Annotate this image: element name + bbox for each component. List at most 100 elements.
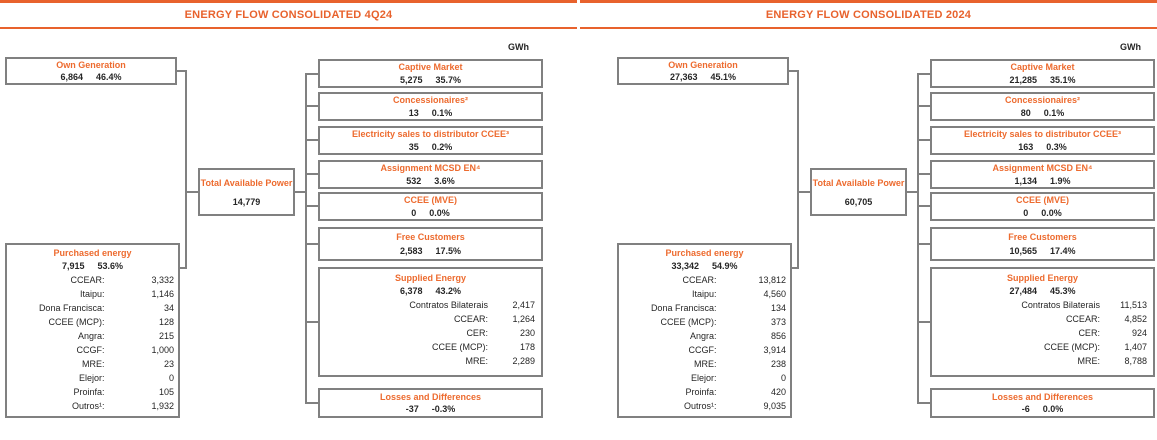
value-row: 27,363 45.1%: [619, 71, 787, 83]
free-customers-box: Free Customers 2,583 17.5%: [318, 227, 543, 261]
value-row: 21,285 35.1%: [932, 74, 1153, 86]
percent: 0.3%: [1046, 141, 1067, 152]
value: 21,285: [1009, 74, 1037, 85]
total-available-power-box: Total Available Power 14,779: [198, 168, 295, 216]
value-row: 1,134 1.9%: [932, 175, 1153, 187]
detail-row: Dona Francisca: 134: [650, 303, 786, 313]
percent: 17.5%: [435, 246, 462, 256]
ccee-mve-box: CCEE (MVE) 0 0.0%: [318, 192, 543, 221]
connector-line: [307, 321, 318, 323]
box-title: Assignment MCSD EN⁴: [380, 163, 481, 174]
value-row: 0 0.0%: [320, 207, 541, 219]
box-title: Total Available Power: [812, 178, 905, 189]
connector-line: [907, 191, 919, 193]
connector-line: [307, 243, 318, 245]
value: 60,705: [844, 196, 873, 207]
diagram-area: GWh Own Generation 6,864 46.4% Purchased…: [0, 0, 545, 440]
supplied-energy-box: Supplied Energy 27,484 45.3% Contratos B…: [930, 267, 1155, 377]
percent: 35.7%: [435, 74, 462, 85]
value: 163: [1018, 141, 1034, 152]
box-title: Concessionaires²: [1004, 95, 1081, 106]
box-title: Losses and Differences: [991, 391, 1094, 402]
detail-row: Itaipu: 1,146: [79, 289, 174, 299]
percent: 43.2%: [435, 286, 462, 296]
losses-box: Losses and Differences -37 -0.3%: [318, 388, 543, 418]
box-title: Supplied Energy: [1006, 273, 1078, 283]
assignment-mcsd-box: Assignment MCSD EN⁴ 1,134 1.9%: [930, 160, 1155, 189]
electricity-sales-box: Electricity sales to distributor CCEE³ 1…: [930, 126, 1155, 155]
detail-row: CCEAR: 13,812: [682, 275, 786, 285]
ccee-mve-box: CCEE (MVE) 0 0.0%: [930, 192, 1155, 221]
concessionaires-box: Concessionaires² 13 0.1%: [318, 92, 543, 121]
detail-row: Angra: 215: [77, 331, 174, 341]
box-title: CCEE (MVE): [1015, 195, 1069, 206]
unit-label: GWh: [1120, 42, 1141, 52]
detail-row: CCEE (MCP): 1,407: [1043, 342, 1147, 352]
connector-line: [307, 173, 318, 175]
panel-2024: ENERGY FLOW CONSOLIDATED 2024 GWh Own Ge…: [580, 0, 1157, 440]
value: 10,565: [1009, 246, 1037, 256]
detail-row: MRE: 23: [81, 359, 174, 369]
value-row: 2,583 17.5%: [320, 245, 541, 257]
connector-line: [917, 73, 919, 404]
value: 7,915: [61, 261, 85, 271]
value: 2,583: [399, 246, 423, 256]
detail-row: MRE: 2,289: [465, 356, 535, 366]
value-row: 7,915 53.6%: [7, 259, 178, 273]
percent: 0.0%: [1042, 404, 1064, 415]
value: 0: [411, 207, 417, 218]
value: 6,864: [60, 72, 83, 82]
box-title: Assignment MCSD EN⁴: [992, 163, 1093, 174]
box-title: Concessionaires²: [392, 95, 469, 106]
value: 1,134: [1014, 175, 1037, 186]
connector-line: [919, 205, 930, 207]
value: 14,779: [232, 196, 261, 207]
detail-row: CCEAR: 1,264: [453, 314, 535, 324]
connector-line: [177, 70, 187, 72]
box-title: CCEE (MVE): [403, 195, 457, 206]
detail-row: Contratos Bilaterais 2,417: [409, 300, 535, 310]
connector-line: [185, 70, 187, 269]
detail-row: MRE: 8,788: [1077, 356, 1147, 366]
percent: 54.9%: [712, 261, 738, 271]
electricity-sales-box: Electricity sales to distributor CCEE³ 3…: [318, 126, 543, 155]
value: 33,342: [671, 261, 699, 271]
detail-row: CCEE (MCP): 128: [48, 317, 174, 327]
detail-row: CER: 230: [466, 328, 535, 338]
percent: 35.1%: [1050, 74, 1076, 85]
value-row: 35 0.2%: [320, 141, 541, 153]
detail-row: Contratos Bilaterais 11,513: [1021, 300, 1147, 310]
connector-line: [307, 139, 318, 141]
value-row: 13 0.1%: [320, 107, 541, 119]
value-row: 33,342 54.9%: [619, 259, 790, 273]
detail-row: Elejor: 0: [78, 373, 174, 383]
box-title: Captive Market: [398, 62, 463, 73]
panel-header: ENERGY FLOW CONSOLIDATED 4Q24: [0, 0, 577, 29]
detail-row: Outros¹: 1,932: [71, 401, 174, 411]
connector-line: [307, 73, 318, 75]
box-title: Free Customers: [396, 232, 465, 242]
detail-row: Outros¹: 9,035: [683, 401, 786, 411]
value: 13: [408, 107, 419, 118]
value: -6: [1021, 404, 1030, 415]
value-row: 0 0.0%: [932, 207, 1153, 219]
connector-line: [307, 105, 318, 107]
detail-row: CER: 924: [1078, 328, 1147, 338]
detail-row: Proinfa: 420: [685, 387, 786, 397]
panel-title: ENERGY FLOW CONSOLIDATED 2024: [765, 9, 972, 21]
detail-row: Angra: 856: [689, 331, 786, 341]
purchased-energy-box: Purchased energy 7,915 53.6% CCEAR: 3,332…: [5, 243, 180, 418]
value-row: 6,864 46.4%: [7, 71, 175, 83]
detail-row: Elejor: 0: [690, 373, 786, 383]
percent: 0.2%: [431, 141, 453, 152]
connector-line: [919, 105, 930, 107]
detail-row: CCGF: 1,000: [76, 345, 174, 355]
connector-line: [791, 267, 799, 269]
percent: 0.0%: [1041, 207, 1062, 218]
captive-market-box: Captive Market 5,275 35.7%: [318, 59, 543, 88]
concessionaires-box: Concessionaires² 80 0.1%: [930, 92, 1155, 121]
box-title: Losses and Differences: [379, 391, 482, 402]
percent: 45.3%: [1050, 286, 1076, 296]
diagram-area: GWh Own Generation 27,363 45.1% Purchase…: [612, 0, 1157, 440]
box-title: Supplied Energy: [394, 273, 466, 283]
